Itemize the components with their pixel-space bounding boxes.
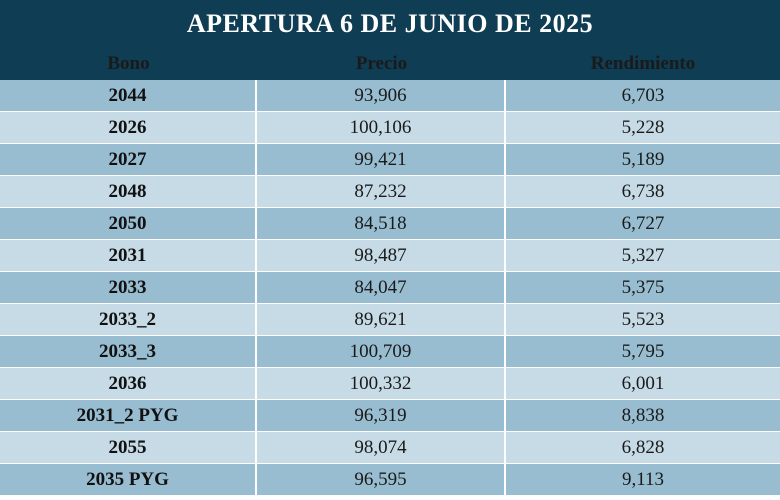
cell-precio: 96,319 [257, 400, 506, 431]
cell-rendimiento: 8,838 [621, 404, 665, 426]
cell-precio: 100,332 [257, 368, 506, 399]
cell-precio: 100,106 [257, 112, 506, 143]
cell-rendimiento: 5,327 [621, 244, 665, 266]
cell-rendimiento: 9,113 [621, 468, 665, 490]
table-row: 2027 99,421 5,189 [0, 144, 780, 176]
cell-precio: 98,074 [257, 432, 506, 463]
cell-bono: 2035 PYG [0, 464, 257, 495]
cell-precio: 98,487 [257, 240, 506, 271]
table-row: 2026 100,106 5,228 [0, 112, 780, 144]
table-header-row: Bono Precio Rendimiento [0, 48, 780, 80]
cell-bono: 2033 [0, 272, 257, 303]
table-row: 2031_2 PYG 96,319 8,838 [0, 400, 780, 432]
cell-precio: 99,421 [257, 144, 506, 175]
table-row: 2033_3 100,709 5,795 [0, 336, 780, 368]
cell-bono: 2027 [0, 144, 257, 175]
cell-rendimiento: 6,001 [621, 372, 665, 394]
cell-bono: 2048 [0, 176, 257, 207]
table-row: 2048 87,232 6,738 [0, 176, 780, 208]
table-row: 2035 PYG 96,595 9,113 [0, 464, 780, 496]
cell-bono: 2044 [0, 80, 257, 111]
cell-bono: 2026 [0, 112, 257, 143]
table-row: 2055 98,074 6,828 [0, 432, 780, 464]
cell-precio: 96,595 [257, 464, 506, 495]
cell-bono: 2031_2 PYG [0, 400, 257, 431]
cell-rendimiento: 6,738 [621, 180, 665, 202]
cell-rendimiento: 5,189 [621, 148, 665, 170]
cell-precio: 84,518 [257, 208, 506, 239]
cell-bono: 2050 [0, 208, 257, 239]
table-row: 2033 84,047 5,375 [0, 272, 780, 304]
table-row: 2044 93,906 6,703 [0, 80, 780, 112]
cell-rendimiento: 5,228 [621, 116, 665, 138]
cell-precio: 100,709 [257, 336, 506, 367]
header-precio: Precio [355, 53, 408, 74]
cell-bono: 2033_2 [0, 304, 257, 335]
cell-rendimiento: 6,828 [621, 436, 665, 458]
cell-rendimiento: 5,795 [621, 340, 665, 362]
cell-rendimiento: 5,523 [621, 308, 665, 330]
cell-bono: 2031 [0, 240, 257, 271]
table-title: APERTURA 6 DE JUNIO DE 2025 [0, 0, 780, 48]
cell-bono: 2055 [0, 432, 257, 463]
cell-precio: 87,232 [257, 176, 506, 207]
cell-bono: 2036 [0, 368, 257, 399]
cell-precio: 84,047 [257, 272, 506, 303]
cell-rendimiento: 5,375 [621, 276, 665, 298]
header-bono: Bono [107, 53, 150, 74]
table-row: 2036 100,332 6,001 [0, 368, 780, 400]
table-body: 2044 93,906 6,703 2026 100,106 5,228 2027 99,42… [0, 80, 780, 496]
table-row: 2031 98,487 5,327 [0, 240, 780, 272]
cell-bono: 2033_3 [0, 336, 257, 367]
table-row: 2033_2 89,621 5,523 [0, 304, 780, 336]
cell-rendimiento: 6,703 [621, 84, 665, 106]
header-rendimiento: Rendimiento [590, 53, 696, 74]
cell-precio: 89,621 [257, 304, 506, 335]
table-row: 2050 84,518 6,727 [0, 208, 780, 240]
cell-rendimiento: 6,727 [621, 212, 665, 234]
cell-precio: 93,906 [257, 80, 506, 111]
